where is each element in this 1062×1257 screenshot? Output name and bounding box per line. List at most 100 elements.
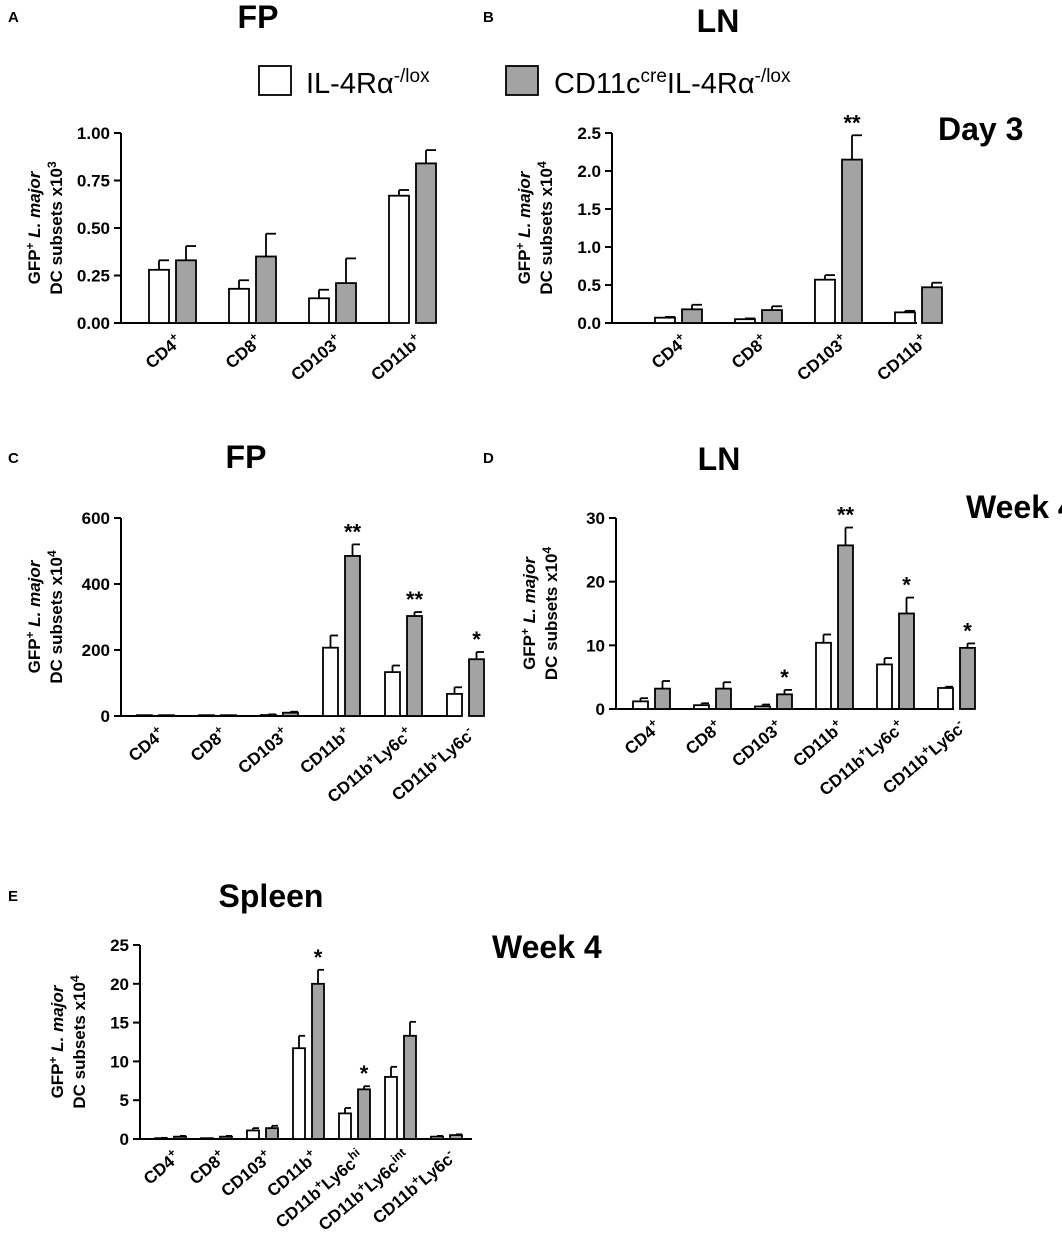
significance-star: ** [406, 587, 424, 612]
y-axis-label-line2: DC subsets x104 [45, 550, 66, 684]
bar-ko [959, 646, 976, 710]
bar-ko [265, 1127, 279, 1140]
y-tick-label: 0 [596, 700, 605, 719]
y-tick-label: 0.0 [577, 314, 601, 333]
significance-star: ** [837, 503, 855, 528]
y-axis-label-line1: GFP+ L. major [23, 170, 44, 284]
significance-star: * [780, 665, 789, 690]
bar-ko [219, 1135, 233, 1140]
chart-panel-b: B LN 0.0 0.5 1.0 1.5 2.0 2.5 GFP+ L. major DC sub… [483, 3, 943, 385]
y-tick-label: 20 [110, 975, 129, 994]
y-tick-label: 1.00 [77, 124, 110, 143]
category-label: CD11b+ [872, 329, 932, 384]
panel-letter: B [483, 9, 494, 26]
category-label: CD103+ [233, 722, 293, 777]
significance-star: * [902, 573, 911, 598]
panel-title: FP [226, 439, 267, 475]
bar-ko [468, 658, 485, 717]
significance-star: * [314, 945, 323, 970]
y-tick-label: 2.0 [577, 162, 601, 181]
chart-panel-e: E Spleen 0 5 10 15 20 25 GFP+ L. major DC subsets… [8, 878, 472, 1235]
y-tick-label: 0.75 [77, 172, 110, 191]
bar-wt [734, 318, 756, 324]
legend-swatch-wt [258, 65, 292, 96]
bar-wt [654, 316, 676, 324]
bar-ko [761, 309, 783, 324]
category-label: CD11b+ [788, 715, 848, 770]
bar-ko [837, 544, 854, 710]
y-tick-label: 5 [120, 1091, 129, 1110]
bar-wt [876, 663, 893, 710]
category-label: CD4+ [619, 715, 665, 758]
panel-title: LN [697, 3, 740, 39]
y-tick-label: 20 [586, 573, 605, 592]
y-tick-label: 2.5 [577, 124, 601, 143]
category-label: CD11b+ [366, 329, 426, 384]
y-tick-label: 400 [82, 575, 110, 594]
y-tick-label: 15 [110, 1014, 129, 1033]
bar-wt [693, 704, 710, 710]
y-tick-label: 0.25 [77, 267, 110, 286]
legend: IL-4Rα-/lox CD11ccreIL-4Rα-/lox [258, 65, 791, 100]
bar-ko [282, 711, 299, 717]
y-tick-label: 600 [82, 509, 110, 528]
bar-wt [338, 1112, 352, 1140]
bar-wt [446, 692, 463, 717]
y-tick-label: 30 [586, 509, 605, 528]
panel-title: LN [698, 441, 741, 477]
panel-letter: A [8, 9, 19, 26]
bar-wt [814, 278, 836, 324]
bar-ko [158, 714, 175, 717]
chart-panel-c: C FP 0 200 400 600 GFP+ L. major DC subsets x10… [8, 439, 485, 807]
bar-wt [815, 641, 832, 710]
category-label: CD4+ [123, 722, 169, 765]
y-tick-label: 1.0 [577, 238, 601, 257]
bar-ko [173, 1135, 187, 1140]
bar-wt [308, 297, 330, 324]
legend-label-wt: IL-4Rα-/lox [306, 66, 430, 100]
bar-wt [430, 1135, 444, 1140]
bar-wt [228, 287, 250, 324]
category-label: CD103+ [727, 715, 787, 770]
bar-ko [255, 255, 277, 324]
bar-ko [681, 308, 703, 324]
bar-wt [937, 687, 954, 710]
y-tick-label: 0 [120, 1130, 129, 1149]
bar-wt [894, 311, 916, 324]
y-axis-label-line1: GFP+ L. major [46, 984, 67, 1098]
bar-ko [776, 693, 793, 710]
category-label: CD103+ [792, 329, 852, 384]
bar-wt [322, 646, 339, 717]
timepoint-week4-e: Week 4 [492, 929, 602, 965]
bar-ko [175, 259, 197, 324]
y-tick-label: 10 [586, 636, 605, 655]
category-label: CD8+ [220, 329, 266, 372]
panel-letter: C [8, 450, 19, 467]
y-axis-label-line1: GFP+ L. major [23, 559, 44, 673]
bar-ko [449, 1134, 463, 1140]
bar-ko [311, 982, 325, 1140]
timepoint-week4-cd: Week 4 [966, 489, 1062, 525]
significance-star: * [472, 627, 481, 652]
category-label: CD8+ [185, 722, 231, 765]
y-tick-label: 0 [101, 707, 110, 726]
bar-wt [632, 700, 649, 710]
panel-title: FP [238, 0, 279, 35]
chart-panel-a: A FP 0.00 0.25 0.50 0.75 1.00 GFP+ L. major DC s… [8, 0, 437, 385]
y-tick-label: 0.00 [77, 314, 110, 333]
y-tick-label: 0.50 [77, 219, 110, 238]
bar-ko [220, 714, 237, 717]
y-axis-label-line1: GFP+ L. major [513, 170, 534, 284]
bar-ko [841, 158, 863, 324]
significance-star: * [360, 1061, 369, 1086]
significance-star: ** [843, 110, 861, 135]
bar-wt [384, 671, 401, 717]
category-label: CD8+ [726, 329, 772, 372]
panel-letter: E [8, 888, 18, 905]
bar-ko [335, 282, 357, 324]
bar-wt [292, 1047, 306, 1140]
bar-ko [921, 286, 943, 324]
bar-wt [148, 268, 170, 324]
